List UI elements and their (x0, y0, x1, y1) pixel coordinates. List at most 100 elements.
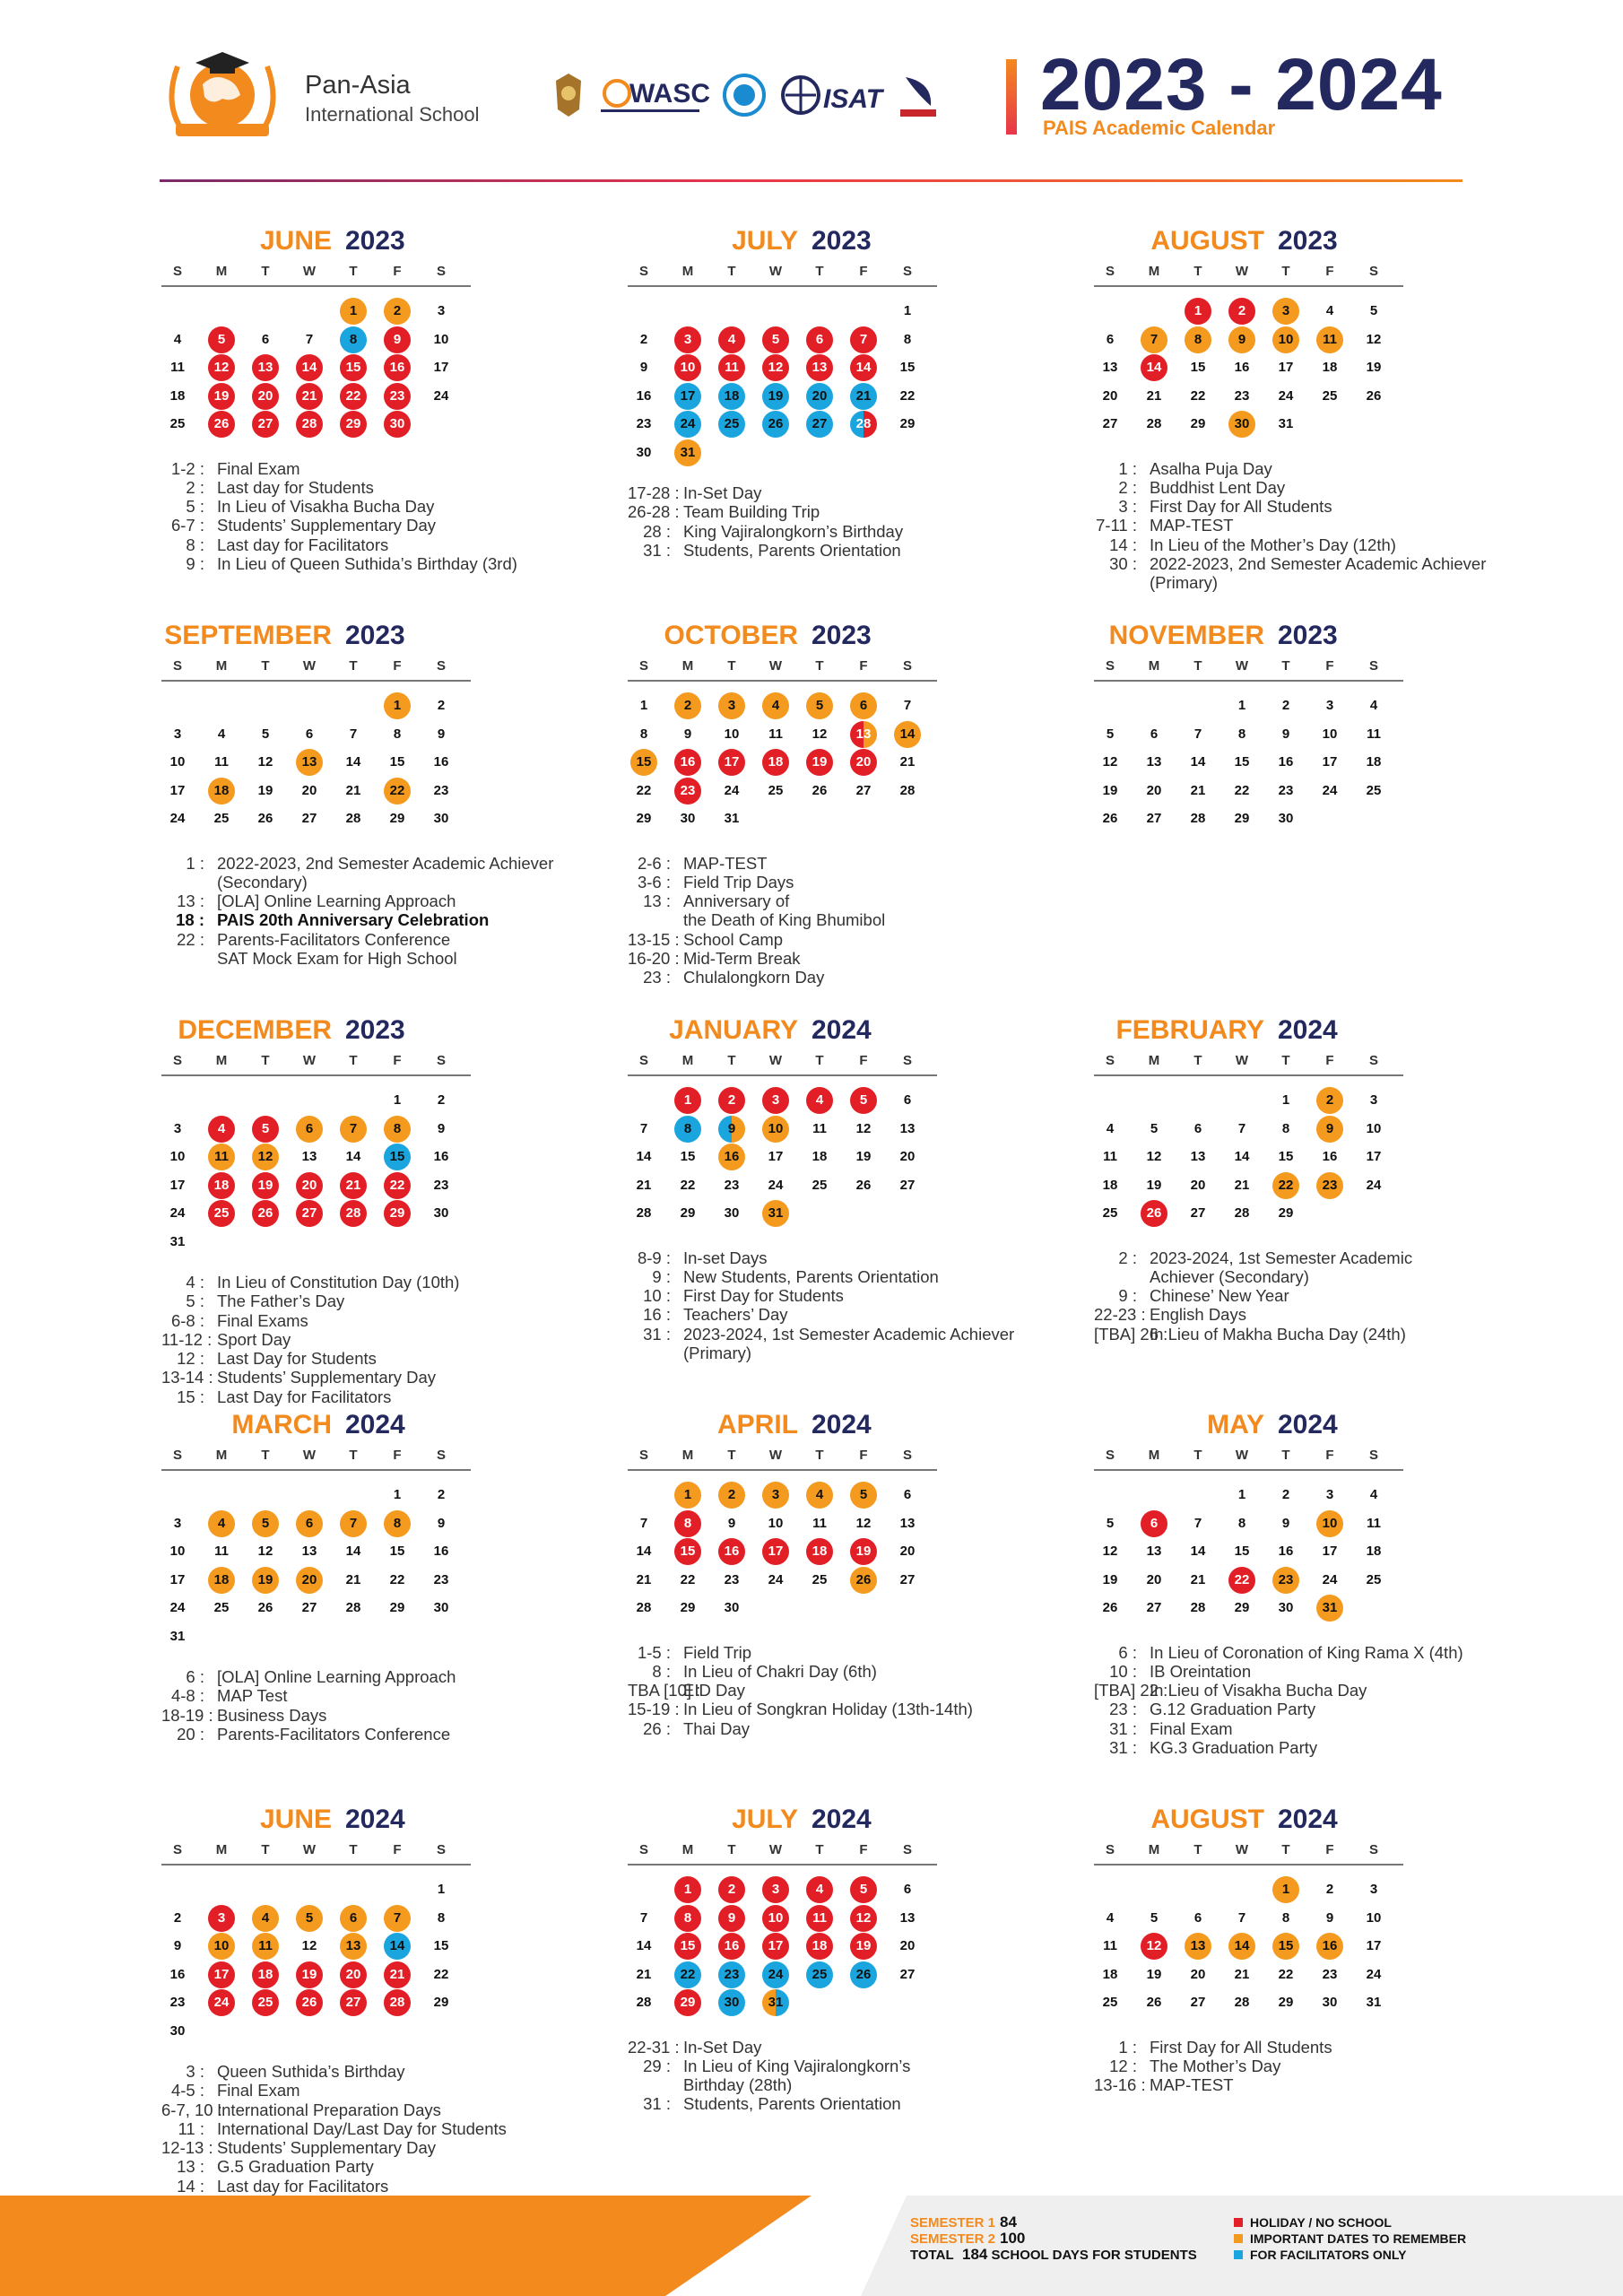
marked-day: 31 (762, 1989, 789, 2016)
calendar-day: 11 (1367, 726, 1381, 742)
note-item: 2-6 : MAP-TEST (628, 854, 1094, 873)
note-item: 31 : KG.3 Graduation Party (1094, 1738, 1560, 1757)
weekday-label: W (768, 658, 783, 674)
note-text: Last Day for Students (217, 1349, 377, 1369)
marked-day: 5 (806, 692, 833, 719)
note-text: Parents-Facilitators Conference (217, 929, 451, 949)
marked-day: 19 (850, 1933, 877, 1960)
marked-day: 9 (718, 1904, 745, 1932)
month-name: JUNE (259, 226, 332, 256)
note-item: 1 : First Day for All Students (1094, 2038, 1560, 2057)
calendar-day: 22 (680, 1177, 696, 1193)
note-item: 4 : In Lieu of Constitution Day (10th) (161, 1273, 628, 1292)
marked-day: 18 (208, 1566, 235, 1594)
note-text: First Day for All Students (1150, 497, 1332, 517)
weekday-label: S (1105, 1053, 1115, 1068)
school-logo-icon (169, 52, 276, 136)
calendar-day: 17 (768, 1149, 784, 1164)
note-text: In-set Days (683, 1248, 768, 1267)
weekday-underline (1094, 1074, 1403, 1076)
weekday-label: M (1148, 1053, 1160, 1068)
note-item: 4-5 : Final Exam (161, 2081, 628, 2100)
marked-day: 18 (252, 1961, 279, 1988)
marked-day: 14 (1228, 1933, 1255, 1960)
weekday-label: T (727, 658, 736, 674)
calendar-day: 16 (1278, 754, 1294, 770)
calendar-day: 26 (1102, 1600, 1118, 1615)
marked-day: 30 (384, 411, 411, 438)
calendar-day: 29 (1234, 1600, 1250, 1615)
marked-day: 17 (718, 749, 745, 776)
marked-day: 10 (1272, 326, 1299, 353)
calendar-day: 31 (169, 1628, 186, 1644)
semester-1-label: SEMESTER 1 (910, 2215, 996, 2231)
marked-day: 23 (1272, 1566, 1299, 1594)
weekday-underline (161, 285, 471, 287)
legend-facilitators: FOR FACILITATORS ONLY (1234, 2248, 1407, 2262)
calendar-day: 20 (1146, 782, 1162, 798)
calendar-day: 21 (345, 782, 361, 798)
calendar-day: 29 (1234, 811, 1250, 826)
calendar-day: 12 (257, 1544, 273, 1559)
month-title: JUNE 2024 (161, 1801, 466, 1837)
calendar-day: 16 (636, 387, 652, 404)
footer-orange-band (0, 2196, 812, 2296)
note-date: 1-2 : (170, 458, 204, 478)
note-date: 3 : (186, 2062, 204, 2081)
note-item: 8 : Last day for Facilitators (161, 535, 628, 554)
month-title: OCTOBER 2023 (628, 617, 933, 653)
weekday-label: T (727, 264, 736, 279)
calendar-day: 4 (1369, 698, 1378, 713)
marked-day: 13 (850, 720, 877, 748)
semester-2-label: SEMESTER 2 (910, 2231, 996, 2247)
weekday-label: F (1325, 1053, 1334, 1068)
calendar-day: 21 (1234, 1177, 1250, 1193)
calendar-day: 18 (1102, 1177, 1118, 1193)
marked-day: 24 (762, 1961, 789, 1988)
weekday-label: S (902, 1842, 912, 1857)
note-date: 6 : (1118, 1642, 1137, 1662)
weekday-label: S (902, 1053, 912, 1068)
marked-day: 8 (340, 326, 367, 353)
calendar-day: 22 (1234, 782, 1250, 798)
calendar-day: 4 (173, 331, 182, 347)
marked-day: 25 (208, 1200, 235, 1227)
calendar-day: 1 (1237, 698, 1246, 713)
weekday-label: S (902, 658, 912, 674)
onesqa-logo-icon (900, 77, 936, 117)
weekday-underline (161, 1864, 471, 1866)
calendar-day: 27 (1146, 1600, 1162, 1615)
note-text: Parents-Facilitators Conference (217, 1724, 451, 1744)
calendar-day: 2 (1325, 1882, 1334, 1897)
note-item: 10 : IB Oreintation (1094, 1662, 1560, 1681)
marked-day: 15 (674, 1538, 701, 1565)
marked-day: 4 (252, 1904, 279, 1932)
note-date: 30 : (1109, 553, 1137, 573)
note-text: Business Days (217, 1705, 327, 1725)
calendar-day: 8 (1237, 726, 1246, 742)
calendar-day: 11 (812, 1120, 827, 1136)
weekday-label: S (436, 1842, 446, 1857)
note-date: 31 : (643, 2094, 671, 2114)
marked-day: 6 (340, 1904, 367, 1932)
marked-day: 22 (384, 1171, 411, 1199)
calendar-day: 24 (169, 1600, 186, 1615)
note-item: 8 : In Lieu of Chakri Day (6th) (628, 1662, 1094, 1681)
marked-day: 30 (718, 1989, 745, 2016)
calendar-day: 6 (1150, 726, 1159, 742)
calendar-day: 11 (1103, 1149, 1117, 1164)
note-date: 12-13 : (161, 2138, 213, 2158)
weekday-label: T (727, 1448, 736, 1463)
note-item: 4-8 : MAP Test (161, 1686, 628, 1705)
weekday-label: W (1235, 1842, 1249, 1857)
calendar-day: 22 (389, 1571, 405, 1587)
calendar-day: 20 (1190, 1177, 1206, 1193)
calendar-day: 11 (214, 754, 229, 770)
marked-day: 28 (384, 1989, 411, 2016)
marked-day: 23 (384, 382, 411, 410)
weekday-label: M (1148, 1448, 1160, 1463)
calendar-day: 27 (899, 1966, 916, 1982)
calendar-day: 18 (169, 387, 186, 404)
note-item: 23 : G.12 Graduation Party (1094, 1700, 1560, 1718)
marked-day: 18 (806, 1933, 833, 1960)
